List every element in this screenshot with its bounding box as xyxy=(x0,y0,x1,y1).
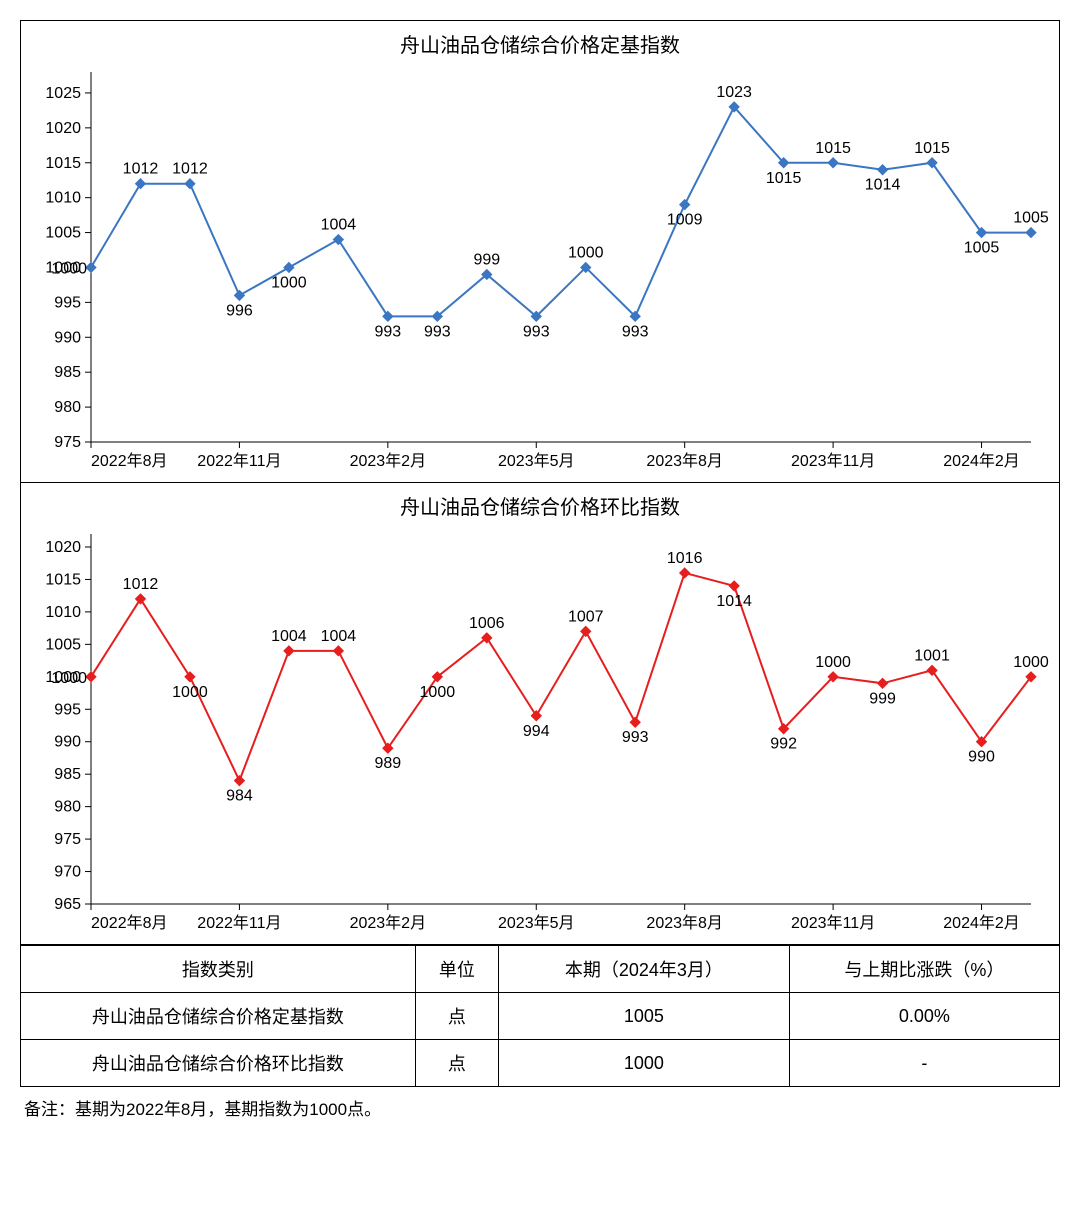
svg-text:1014: 1014 xyxy=(716,593,752,610)
cell-category: 舟山油品仓储综合价格定基指数 xyxy=(21,993,416,1040)
svg-text:2022年8月: 2022年8月 xyxy=(91,452,168,470)
chart1-panel: 舟山油品仓储综合价格定基指数 975 980 985 990 995 1000 1005 10… xyxy=(20,20,1060,483)
svg-text:993: 993 xyxy=(523,323,550,340)
svg-text:1001: 1001 xyxy=(914,647,950,664)
svg-text:994: 994 xyxy=(523,723,550,740)
svg-text:985: 985 xyxy=(54,766,81,783)
cell-current: 1005 xyxy=(498,993,789,1040)
svg-text:2022年11月: 2022年11月 xyxy=(197,452,281,470)
svg-text:999: 999 xyxy=(869,690,896,707)
svg-text:984: 984 xyxy=(226,788,253,805)
svg-text:1012: 1012 xyxy=(123,576,159,593)
svg-text:1010: 1010 xyxy=(45,190,81,207)
cell-unit: 点 xyxy=(415,1040,498,1087)
svg-text:1000: 1000 xyxy=(172,684,208,701)
svg-text:993: 993 xyxy=(622,323,649,340)
svg-text:1016: 1016 xyxy=(667,550,703,567)
col-header-current: 本期（2024年3月） xyxy=(498,946,789,993)
chart1-svg: 975 980 985 990 995 1000 1005 1010 1015 1020 1025 2… xyxy=(21,62,1059,482)
index-table: 指数类别 单位 本期（2024年3月） 与上期比涨跌（%） 舟山油品仓储综合价格… xyxy=(20,945,1060,1087)
cell-category: 舟山油品仓储综合价格环比指数 xyxy=(21,1040,416,1087)
svg-text:1004: 1004 xyxy=(321,628,357,645)
svg-text:993: 993 xyxy=(374,323,401,340)
svg-text:992: 992 xyxy=(770,736,797,753)
svg-text:1009: 1009 xyxy=(667,212,703,229)
svg-text:1014: 1014 xyxy=(865,177,901,194)
svg-text:1006: 1006 xyxy=(469,615,505,632)
cell-unit: 点 xyxy=(415,993,498,1040)
table-header-row: 指数类别 单位 本期（2024年3月） 与上期比涨跌（%） xyxy=(21,946,1060,993)
svg-text:1010: 1010 xyxy=(45,604,81,621)
svg-text:995: 995 xyxy=(54,294,81,311)
svg-text:993: 993 xyxy=(424,323,451,340)
svg-text:1007: 1007 xyxy=(568,608,604,625)
svg-text:1000: 1000 xyxy=(51,670,87,687)
col-header-category: 指数类别 xyxy=(21,946,416,993)
svg-text:990: 990 xyxy=(54,329,81,346)
svg-text:2023年8月: 2023年8月 xyxy=(646,452,723,470)
svg-text:999: 999 xyxy=(473,251,500,268)
col-header-change: 与上期比涨跌（%） xyxy=(789,946,1059,993)
svg-text:1020: 1020 xyxy=(45,539,81,556)
svg-text:1012: 1012 xyxy=(172,161,208,178)
svg-text:1000: 1000 xyxy=(420,684,456,701)
svg-text:990: 990 xyxy=(54,734,81,751)
svg-text:1005: 1005 xyxy=(964,240,1000,257)
svg-text:2023年8月: 2023年8月 xyxy=(646,914,723,932)
svg-text:1015: 1015 xyxy=(815,140,851,157)
chart2-svg: 965 970 975 980 985 990 995 1000 1005 1010 1015 102… xyxy=(21,524,1059,944)
cell-change: - xyxy=(789,1040,1059,1087)
svg-text:975: 975 xyxy=(54,434,81,451)
svg-text:2023年11月: 2023年11月 xyxy=(791,914,875,932)
svg-text:980: 980 xyxy=(54,399,81,416)
svg-text:2022年8月: 2022年8月 xyxy=(91,914,168,932)
svg-text:989: 989 xyxy=(374,755,401,772)
svg-text:1015: 1015 xyxy=(45,155,81,172)
svg-text:970: 970 xyxy=(54,864,81,881)
svg-text:1023: 1023 xyxy=(716,84,752,101)
svg-text:1004: 1004 xyxy=(321,217,357,234)
chart1-title: 舟山油品仓储综合价格定基指数 xyxy=(21,21,1059,62)
svg-text:2023年2月: 2023年2月 xyxy=(350,452,427,470)
svg-text:2023年11月: 2023年11月 xyxy=(791,452,875,470)
svg-text:1025: 1025 xyxy=(45,85,81,102)
cell-change: 0.00% xyxy=(789,993,1059,1040)
svg-text:1015: 1015 xyxy=(914,140,950,157)
svg-text:2023年2月: 2023年2月 xyxy=(350,914,427,932)
svg-text:2024年2月: 2024年2月 xyxy=(943,452,1020,470)
svg-text:2023年5月: 2023年5月 xyxy=(498,452,575,470)
table-row: 舟山油品仓储综合价格环比指数 点 1000 - xyxy=(21,1040,1060,1087)
svg-text:1015: 1015 xyxy=(766,170,802,187)
svg-text:965: 965 xyxy=(54,896,81,913)
svg-text:985: 985 xyxy=(54,364,81,381)
svg-text:1000: 1000 xyxy=(51,260,87,277)
col-header-unit: 单位 xyxy=(415,946,498,993)
svg-text:2023年5月: 2023年5月 xyxy=(498,914,575,932)
svg-text:1000: 1000 xyxy=(815,654,851,671)
svg-text:990: 990 xyxy=(968,749,995,766)
svg-text:1020: 1020 xyxy=(45,120,81,137)
svg-text:1004: 1004 xyxy=(271,628,307,645)
svg-text:975: 975 xyxy=(54,831,81,848)
svg-text:1000: 1000 xyxy=(1013,654,1049,671)
svg-text:996: 996 xyxy=(226,302,253,319)
svg-text:1005: 1005 xyxy=(45,636,81,653)
cell-current: 1000 xyxy=(498,1040,789,1087)
svg-text:2022年11月: 2022年11月 xyxy=(197,914,281,932)
svg-text:1015: 1015 xyxy=(45,571,81,588)
table-row: 舟山油品仓储综合价格定基指数 点 1005 0.00% xyxy=(21,993,1060,1040)
svg-text:995: 995 xyxy=(54,701,81,718)
chart2-panel: 舟山油品仓储综合价格环比指数 965 970 975 980 985 990 995 1000… xyxy=(20,483,1060,945)
svg-text:1000: 1000 xyxy=(271,274,307,291)
svg-text:1005: 1005 xyxy=(45,225,81,242)
svg-text:1012: 1012 xyxy=(123,161,159,178)
chart2-title: 舟山油品仓储综合价格环比指数 xyxy=(21,483,1059,524)
svg-text:993: 993 xyxy=(622,729,649,746)
footnote-text: 备注：基期为2022年8月，基期指数为1000点。 xyxy=(20,1087,1060,1128)
svg-text:2024年2月: 2024年2月 xyxy=(943,914,1020,932)
svg-text:1005: 1005 xyxy=(1013,210,1049,227)
svg-text:1000: 1000 xyxy=(568,244,604,261)
svg-text:980: 980 xyxy=(54,799,81,816)
